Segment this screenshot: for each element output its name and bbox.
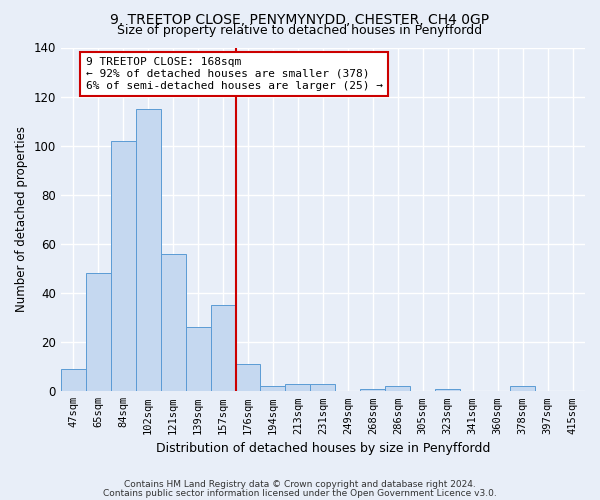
- Bar: [510, 386, 535, 392]
- Text: Contains HM Land Registry data © Crown copyright and database right 2024.: Contains HM Land Registry data © Crown c…: [124, 480, 476, 489]
- Bar: [236, 364, 260, 392]
- Bar: [161, 254, 185, 392]
- X-axis label: Distribution of detached houses by size in Penyffordd: Distribution of detached houses by size …: [156, 442, 490, 455]
- Bar: [136, 109, 161, 392]
- Bar: [435, 389, 460, 392]
- Bar: [185, 328, 211, 392]
- Bar: [260, 386, 286, 392]
- Bar: [86, 274, 111, 392]
- Bar: [361, 389, 385, 392]
- Text: 9, TREETOP CLOSE, PENYMYNYDD, CHESTER, CH4 0GP: 9, TREETOP CLOSE, PENYMYNYDD, CHESTER, C…: [110, 12, 490, 26]
- Bar: [385, 386, 410, 392]
- Bar: [211, 306, 236, 392]
- Bar: [286, 384, 310, 392]
- Y-axis label: Number of detached properties: Number of detached properties: [15, 126, 28, 312]
- Bar: [310, 384, 335, 392]
- Bar: [111, 141, 136, 392]
- Text: 9 TREETOP CLOSE: 168sqm
← 92% of detached houses are smaller (378)
6% of semi-de: 9 TREETOP CLOSE: 168sqm ← 92% of detache…: [86, 58, 383, 90]
- Text: Contains public sector information licensed under the Open Government Licence v3: Contains public sector information licen…: [103, 488, 497, 498]
- Text: Size of property relative to detached houses in Penyffordd: Size of property relative to detached ho…: [118, 24, 482, 37]
- Bar: [61, 369, 86, 392]
